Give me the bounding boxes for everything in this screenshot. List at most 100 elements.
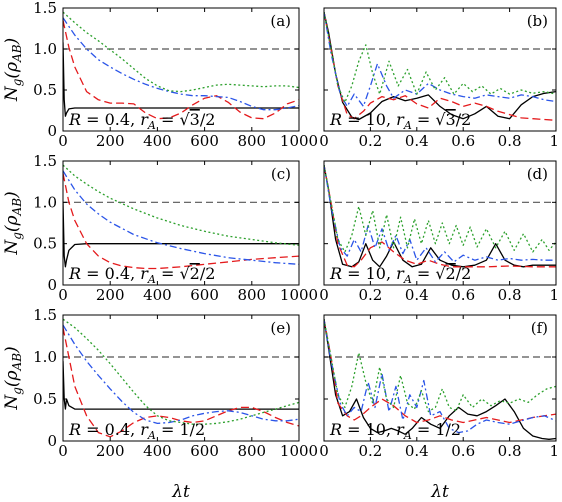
panel-annotation: R = 0.4, rA = √2/2 xyxy=(68,264,215,286)
x-tick-label: 1 xyxy=(549,132,559,150)
panel-label: (f) xyxy=(531,319,548,337)
x-axis-label: λt xyxy=(171,482,190,502)
series-line-3 xyxy=(324,11,556,108)
chart-panel-e: 0 200 400 600 800 1000 0 0.5 1.0 1.5 Ng(ρAB) λt (e) R… xyxy=(2,306,318,502)
chart-panel-b: 0 0.2 0.4 0.6 0.8 1 (b) R = 10, rA = √3/2 xyxy=(319,7,559,150)
x-tick-label: 0.8 xyxy=(498,286,522,304)
x-tick-label: 0 xyxy=(58,132,68,150)
series-line-4 xyxy=(63,11,299,93)
y-tick-label: 0.5 xyxy=(33,235,57,253)
panel-label: (c) xyxy=(271,165,291,183)
x-tick-label: 0.2 xyxy=(358,286,382,304)
y-tick-label: 1.5 xyxy=(33,306,57,324)
y-axis-label: Ng(ρAB) xyxy=(2,346,24,410)
series-line-4 xyxy=(324,11,556,103)
chart-panel-a: 0 200 400 600 800 1000 0 0.5 1.0 1.5 Ng(ρAB) (a) R =… xyxy=(2,0,318,150)
x-tick-label: 0.4 xyxy=(405,286,429,304)
x-tick-label: 0 xyxy=(319,132,329,150)
y-tick-label: 1.5 xyxy=(33,152,57,170)
x-tick-label: 400 xyxy=(143,132,172,150)
series-group xyxy=(324,164,556,268)
series-line-1 xyxy=(63,202,299,268)
panel-label: (d) xyxy=(527,165,548,183)
series-line-4 xyxy=(324,164,556,253)
series-line-3 xyxy=(324,319,556,434)
panel-label: (a) xyxy=(270,12,291,30)
series-line-4 xyxy=(324,319,556,413)
y-tick-label: 0 xyxy=(47,276,57,294)
series-line-1 xyxy=(324,11,556,121)
x-tick-label: 0 xyxy=(58,286,68,304)
panel-label: (b) xyxy=(527,12,548,30)
x-tick-label: 0.2 xyxy=(358,442,382,460)
plot-frame xyxy=(62,314,300,442)
x-tick-label: 200 xyxy=(96,132,125,150)
series-line-3 xyxy=(63,324,299,425)
series-line-4 xyxy=(63,318,299,425)
plot-frame xyxy=(62,7,300,132)
series-group xyxy=(324,11,556,121)
x-tick-label: 400 xyxy=(143,286,172,304)
x-tick-label: 600 xyxy=(190,132,219,150)
x-tick-label: 600 xyxy=(190,286,219,304)
series-line-3 xyxy=(63,170,299,265)
series-line-1 xyxy=(63,361,299,410)
series-line-1 xyxy=(63,42,299,117)
x-tick-label: 0.8 xyxy=(498,132,522,150)
series-line-2 xyxy=(324,319,556,424)
series-group xyxy=(63,11,299,120)
plot-frame xyxy=(323,160,557,286)
x-tick-label: 0.4 xyxy=(405,132,429,150)
series-line-2 xyxy=(324,11,556,121)
y-tick-label: 0.5 xyxy=(33,390,57,408)
panel-annotation: R = 10, rA = √2/2 xyxy=(329,264,471,286)
x-tick-label: 800 xyxy=(237,442,266,460)
y-tick-label: 1.0 xyxy=(33,193,57,211)
series-group xyxy=(63,164,299,270)
x-tick-label: 0.6 xyxy=(451,132,475,150)
series-line-2 xyxy=(63,20,299,120)
panel-annotation: R = 10, rA = 1/2 xyxy=(329,420,461,442)
x-axis-label: λt xyxy=(430,482,449,502)
x-tick-label: 800 xyxy=(237,132,266,150)
x-tick-label: 200 xyxy=(96,286,125,304)
series-line-3 xyxy=(324,164,556,263)
panel-annotation: R = 10, rA = √3/2 xyxy=(329,110,471,132)
x-tick-label: 200 xyxy=(96,442,125,460)
series-line-2 xyxy=(63,327,299,438)
y-tick-label: 1.0 xyxy=(33,40,57,58)
panel-annotation: R = 0.4, rA = 1/2 xyxy=(68,420,205,442)
x-tick-label: 1 xyxy=(549,442,559,460)
y-tick-label: 1.5 xyxy=(33,0,57,17)
panel-label: (e) xyxy=(270,319,291,337)
plot-frame xyxy=(323,7,557,132)
x-tick-label: 0.6 xyxy=(451,286,475,304)
series-line-4 xyxy=(63,164,299,246)
x-tick-label: 0.8 xyxy=(498,442,522,460)
y-tick-label: 0.5 xyxy=(33,81,57,99)
plot-frame xyxy=(62,160,300,286)
series-line-2 xyxy=(324,164,556,268)
x-tick-label: 1000 xyxy=(280,442,318,460)
x-tick-label: 600 xyxy=(190,442,219,460)
chart-panel-c: 0 200 400 600 800 1000 0 0.5 1.0 1.5 Ng(ρAB) (c) R =… xyxy=(2,152,318,304)
plot-frame xyxy=(323,314,557,442)
x-tick-label: 1000 xyxy=(280,132,318,150)
x-tick-label: 1 xyxy=(549,286,559,304)
chart-panel-f: 0 0.2 0.4 0.6 0.8 1 λt (f) R = 10, rA = 1/2 xyxy=(319,314,559,502)
series-line-2 xyxy=(63,173,299,270)
series-line-3 xyxy=(63,17,299,111)
x-tick-label: 0 xyxy=(319,286,329,304)
x-tick-label: 1000 xyxy=(280,286,318,304)
y-axis-label: Ng(ρAB) xyxy=(2,38,24,102)
x-tick-label: 0 xyxy=(58,442,68,460)
series-group xyxy=(63,318,299,438)
y-tick-label: 0 xyxy=(47,122,57,140)
y-tick-label: 1.0 xyxy=(33,348,57,366)
series-line-1 xyxy=(324,164,556,268)
y-axis-label: Ng(ρAB) xyxy=(2,191,24,255)
y-tick-label: 0 xyxy=(47,432,57,450)
x-tick-label: 0.6 xyxy=(451,442,475,460)
chart-panel-d: 0 0.2 0.4 0.6 0.8 1 (d) R = 10, rA = √2/2 xyxy=(319,160,559,304)
